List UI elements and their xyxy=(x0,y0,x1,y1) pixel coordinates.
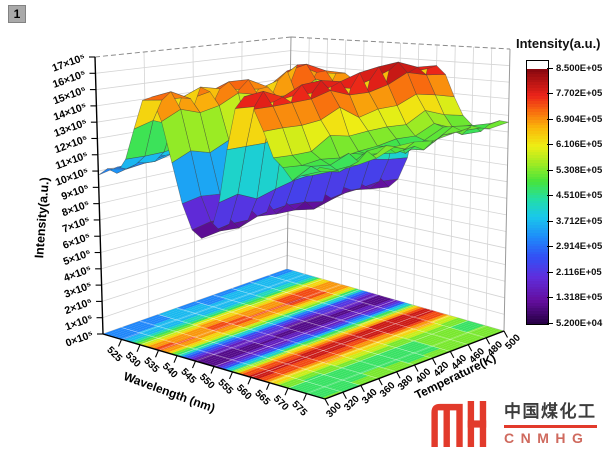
colorbar-tick xyxy=(547,118,553,120)
colorbar-tick xyxy=(547,220,553,222)
colorbar-tick-label: 6.904E+05 xyxy=(556,113,603,125)
colorbar-tick-label: 7.702E+05 xyxy=(556,88,603,99)
x-tick-label: 550 xyxy=(197,372,217,392)
colorbar-gradient xyxy=(526,60,549,325)
layer-number-badge[interactable]: 1 xyxy=(8,5,26,23)
colorbar-tick-label: 3.712E+05 xyxy=(556,215,603,227)
colorbar-tick-row: 7.702E+05 xyxy=(547,88,602,100)
colorbar-tick-row: 5.308E+05 xyxy=(547,164,602,176)
colorbar-tick-row: 6.106E+05 xyxy=(547,139,602,151)
colorbar-tick xyxy=(547,67,553,69)
colorbar-tick-row: 8.500E+05 xyxy=(547,62,602,74)
x-tick-label: 570 xyxy=(271,394,291,414)
colorbar-tick-label: 6.106E+05 xyxy=(556,139,603,150)
x-tick-label: 555 xyxy=(215,377,235,397)
colorbar-tick-label: 5.200E+04 xyxy=(556,317,603,329)
watermark: 中国煤化工 CNMHG xyxy=(430,401,597,447)
colorbar-tick xyxy=(547,271,553,273)
colorbar-tick-label: 2.116E+05 xyxy=(556,266,602,278)
colorbar-tick-label: 1.318E+05 xyxy=(556,292,603,303)
colorbar-tick xyxy=(547,144,553,145)
x-tick-label: 565 xyxy=(252,388,272,408)
colorbar-tick-row: 4.510E+05 xyxy=(547,190,602,202)
watermark-latin-text: CNMHG xyxy=(504,429,590,446)
colorbar-tick xyxy=(547,322,553,324)
x-tick-label: 530 xyxy=(123,350,143,370)
x-tick-label: 575 xyxy=(289,399,309,419)
z-axis-title: Intensity(a.u.) xyxy=(32,177,52,259)
colorbar-tick xyxy=(547,195,553,196)
colorbar-overflow-cell xyxy=(527,61,548,69)
x-tick-label: 535 xyxy=(141,356,161,376)
colorbar-legend: Intensity(a.u.) 8.500E+05 7.702E+05 6.904E… xyxy=(516,36,615,329)
colorbar-tick xyxy=(547,246,553,247)
colorbar-tick-label: 8.500E+05 xyxy=(556,62,603,74)
colorbar-tick-row: 1.318E+05 xyxy=(547,292,602,304)
x-tick-label: 560 xyxy=(234,383,254,403)
colorbar-tick xyxy=(547,169,553,171)
colorbar-tick-label: 4.510E+05 xyxy=(556,190,603,201)
colorbar-tick xyxy=(547,297,553,298)
colorbar-tick-row: 6.904E+05 xyxy=(547,113,602,125)
colorbar-tick-label: 5.308E+05 xyxy=(556,164,603,176)
colorbar-tick-row: 3.712E+05 xyxy=(547,215,602,227)
colorbar-title: Intensity(a.u.) xyxy=(516,36,601,51)
colorbar-tick-row: 2.116E+05 xyxy=(547,266,602,278)
watermark-text: 中国煤化工 CNMHG xyxy=(504,402,597,446)
x-tick-label: 525 xyxy=(104,345,124,365)
colorbar-tick-label: 2.914E+05 xyxy=(556,241,603,252)
colorbar-tick xyxy=(547,93,553,94)
x-tick-label: 540 xyxy=(160,361,180,381)
watermark-chinese-text: 中国煤化工 xyxy=(504,402,597,428)
x-tick-label: 545 xyxy=(178,366,198,386)
watermark-mh-logo-icon xyxy=(431,401,487,447)
colorbar-tick-row: 2.914E+05 xyxy=(547,241,602,253)
colorbar-tick-row: 5.200E+04 xyxy=(547,317,602,329)
floor-projection xyxy=(103,269,504,399)
surface-mesh xyxy=(98,61,509,239)
